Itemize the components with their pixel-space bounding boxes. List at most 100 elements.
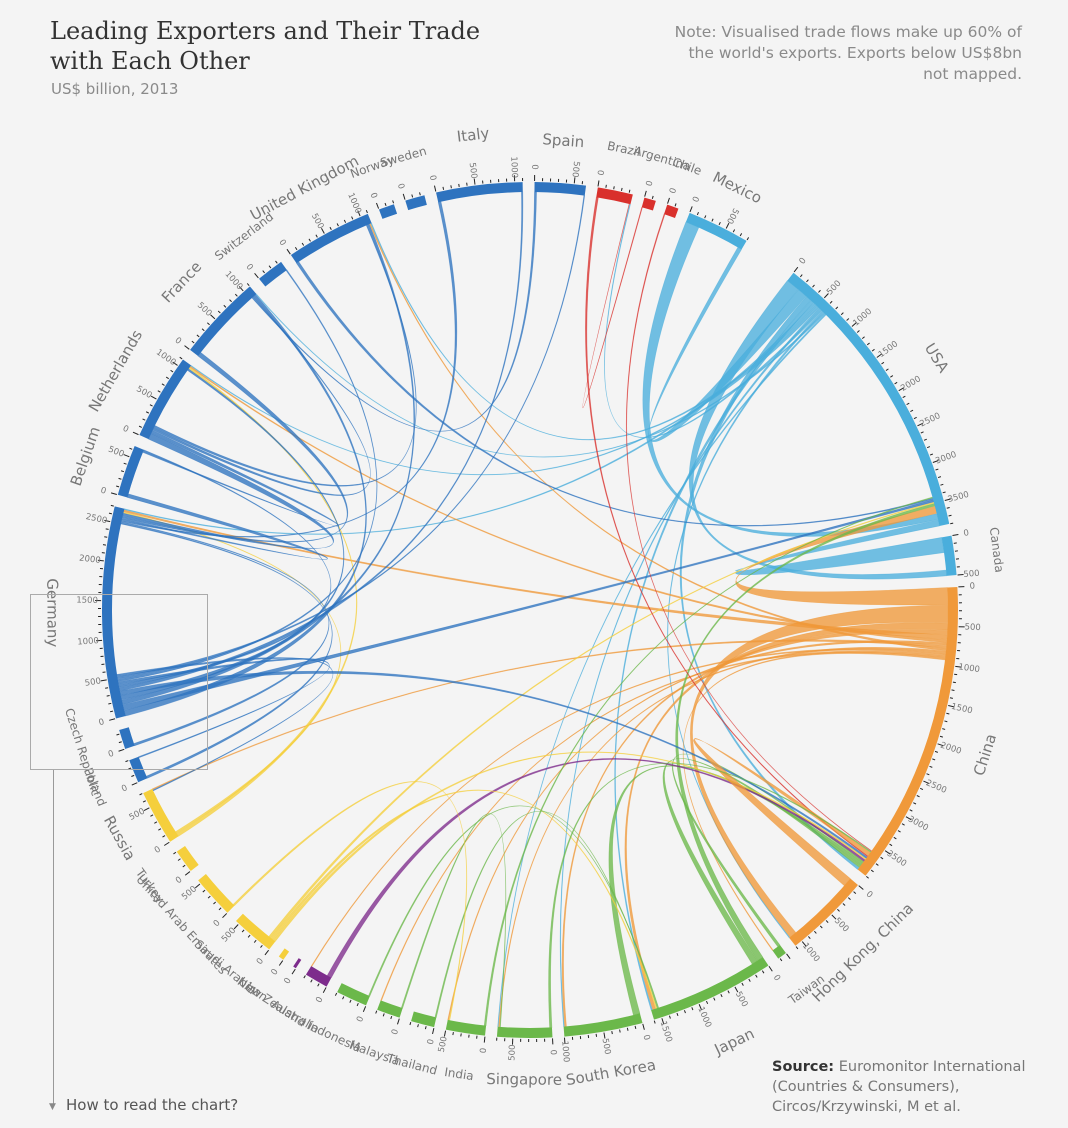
- ribbon-saudi-arabia-to-china: [272, 751, 867, 942]
- tick-mark: [846, 318, 850, 321]
- tick-mark: [342, 996, 345, 1000]
- tick-label: 0: [529, 164, 539, 170]
- arc-united-arab-emirates[interactable]: [198, 874, 235, 913]
- tick-label: 0: [355, 1015, 366, 1024]
- arc-czech-republic[interactable]: [119, 727, 135, 749]
- arc-argentina[interactable]: [641, 197, 656, 211]
- arc-germany[interactable]: [102, 506, 126, 719]
- arc-united-kingdom[interactable]: [290, 213, 372, 264]
- tick-mark: [392, 200, 395, 204]
- tick-mark: [689, 206, 693, 213]
- tick-label: 500: [600, 1038, 613, 1056]
- arc-france[interactable]: [190, 286, 257, 356]
- tick-mark: [201, 328, 205, 332]
- tick-mark: [162, 835, 166, 838]
- arc-thailand[interactable]: [411, 1011, 437, 1028]
- label-brazil: Brazil: [606, 139, 642, 159]
- tick-label: 500: [733, 990, 750, 1009]
- tick-label: 0: [244, 262, 255, 273]
- tick-mark: [260, 944, 263, 948]
- tick-mark: [713, 997, 716, 1001]
- tick-label: 0: [427, 174, 438, 181]
- tick-mark: [674, 203, 677, 207]
- how-to-read-link[interactable]: How to read the chart?: [66, 1096, 239, 1114]
- arc-sweden[interactable]: [405, 195, 427, 211]
- tick-label: 500: [832, 916, 851, 935]
- tick-mark: [382, 1013, 385, 1017]
- label-south-korea: South Korea: [565, 1056, 658, 1089]
- arc-australia[interactable]: [305, 966, 332, 987]
- tick-mark: [923, 438, 927, 441]
- tick-label: 0: [642, 179, 653, 187]
- arc-canada[interactable]: [941, 535, 957, 576]
- tick-mark: [120, 470, 125, 473]
- arc-iran[interactable]: [278, 948, 290, 960]
- ribbon-usa-to-hong-kong-china: [667, 310, 824, 939]
- arc-south-korea[interactable]: [563, 1013, 643, 1037]
- tick-mark: [173, 851, 177, 855]
- tick-mark: [880, 856, 884, 860]
- tick-mark: [264, 949, 270, 956]
- arc-turkey[interactable]: [176, 846, 199, 871]
- tick-label: 0: [107, 749, 115, 760]
- tick-mark: [108, 512, 113, 515]
- arc-new-zealand[interactable]: [293, 958, 302, 969]
- label-india: India: [443, 1065, 474, 1083]
- tick-mark: [691, 1007, 694, 1011]
- tick-mark: [696, 212, 699, 216]
- ribbon-thailand-to-japan: [434, 810, 659, 1018]
- arc-russia[interactable]: [143, 788, 179, 842]
- tick-mark: [819, 925, 823, 929]
- arc-belgium[interactable]: [117, 446, 144, 498]
- arc-italy[interactable]: [436, 182, 523, 203]
- arc-hong-kong-china[interactable]: [789, 878, 858, 946]
- ribbon-mexico-to-usa: [642, 221, 939, 537]
- tick-mark: [718, 221, 721, 226]
- tick-mark: [116, 485, 120, 488]
- arc-japan[interactable]: [651, 957, 769, 1020]
- arc-malaysia[interactable]: [377, 1000, 403, 1018]
- tick-mark: [813, 930, 817, 934]
- tick-mark: [755, 974, 758, 978]
- label-china: China: [970, 732, 1000, 778]
- tick-mark: [831, 914, 837, 920]
- label-japan: Japan: [711, 1024, 757, 1059]
- tick-mark: [840, 312, 844, 316]
- arc-taiwan[interactable]: [772, 945, 786, 959]
- arc-mexico[interactable]: [685, 212, 747, 250]
- label-usa: USA: [921, 340, 953, 376]
- tick-mark: [705, 1000, 709, 1004]
- arc-brazil[interactable]: [596, 187, 633, 205]
- arc-indonesia[interactable]: [337, 983, 370, 1006]
- arc-china[interactable]: [857, 586, 959, 876]
- tick-mark: [238, 286, 244, 292]
- tick-label: 0: [969, 582, 975, 592]
- ribbon-czech-republic-to-germany: [120, 521, 330, 747]
- tick-mark: [351, 216, 354, 220]
- tick-mark: [294, 247, 298, 251]
- arc-saudi-arabia[interactable]: [236, 913, 276, 950]
- arc-netherlands[interactable]: [139, 359, 192, 440]
- tick-mark: [801, 941, 807, 947]
- tick-mark: [443, 1030, 447, 1037]
- arc-chile[interactable]: [664, 204, 679, 218]
- tick-mark: [795, 946, 799, 950]
- tick-mark: [132, 431, 139, 436]
- tick-label: 500: [724, 206, 740, 225]
- tick-mark: [889, 843, 893, 847]
- chart-subtitle: US$ billion, 2013: [51, 80, 179, 98]
- tick-label: 500: [437, 1035, 450, 1053]
- label-netherlands: Netherlands: [85, 327, 146, 415]
- arc-norway[interactable]: [378, 204, 398, 219]
- tick-mark: [315, 234, 318, 238]
- tick-mark: [157, 390, 161, 393]
- tick-mark: [858, 885, 864, 890]
- tick-mark: [884, 850, 891, 855]
- arc-singapore[interactable]: [496, 1026, 553, 1038]
- arc-switzerland[interactable]: [259, 261, 287, 287]
- tick-mark: [118, 748, 125, 752]
- arc-india[interactable]: [445, 1019, 487, 1036]
- tick-mark: [913, 416, 917, 420]
- tick-mark: [661, 1018, 665, 1025]
- arc-spain[interactable]: [534, 182, 587, 196]
